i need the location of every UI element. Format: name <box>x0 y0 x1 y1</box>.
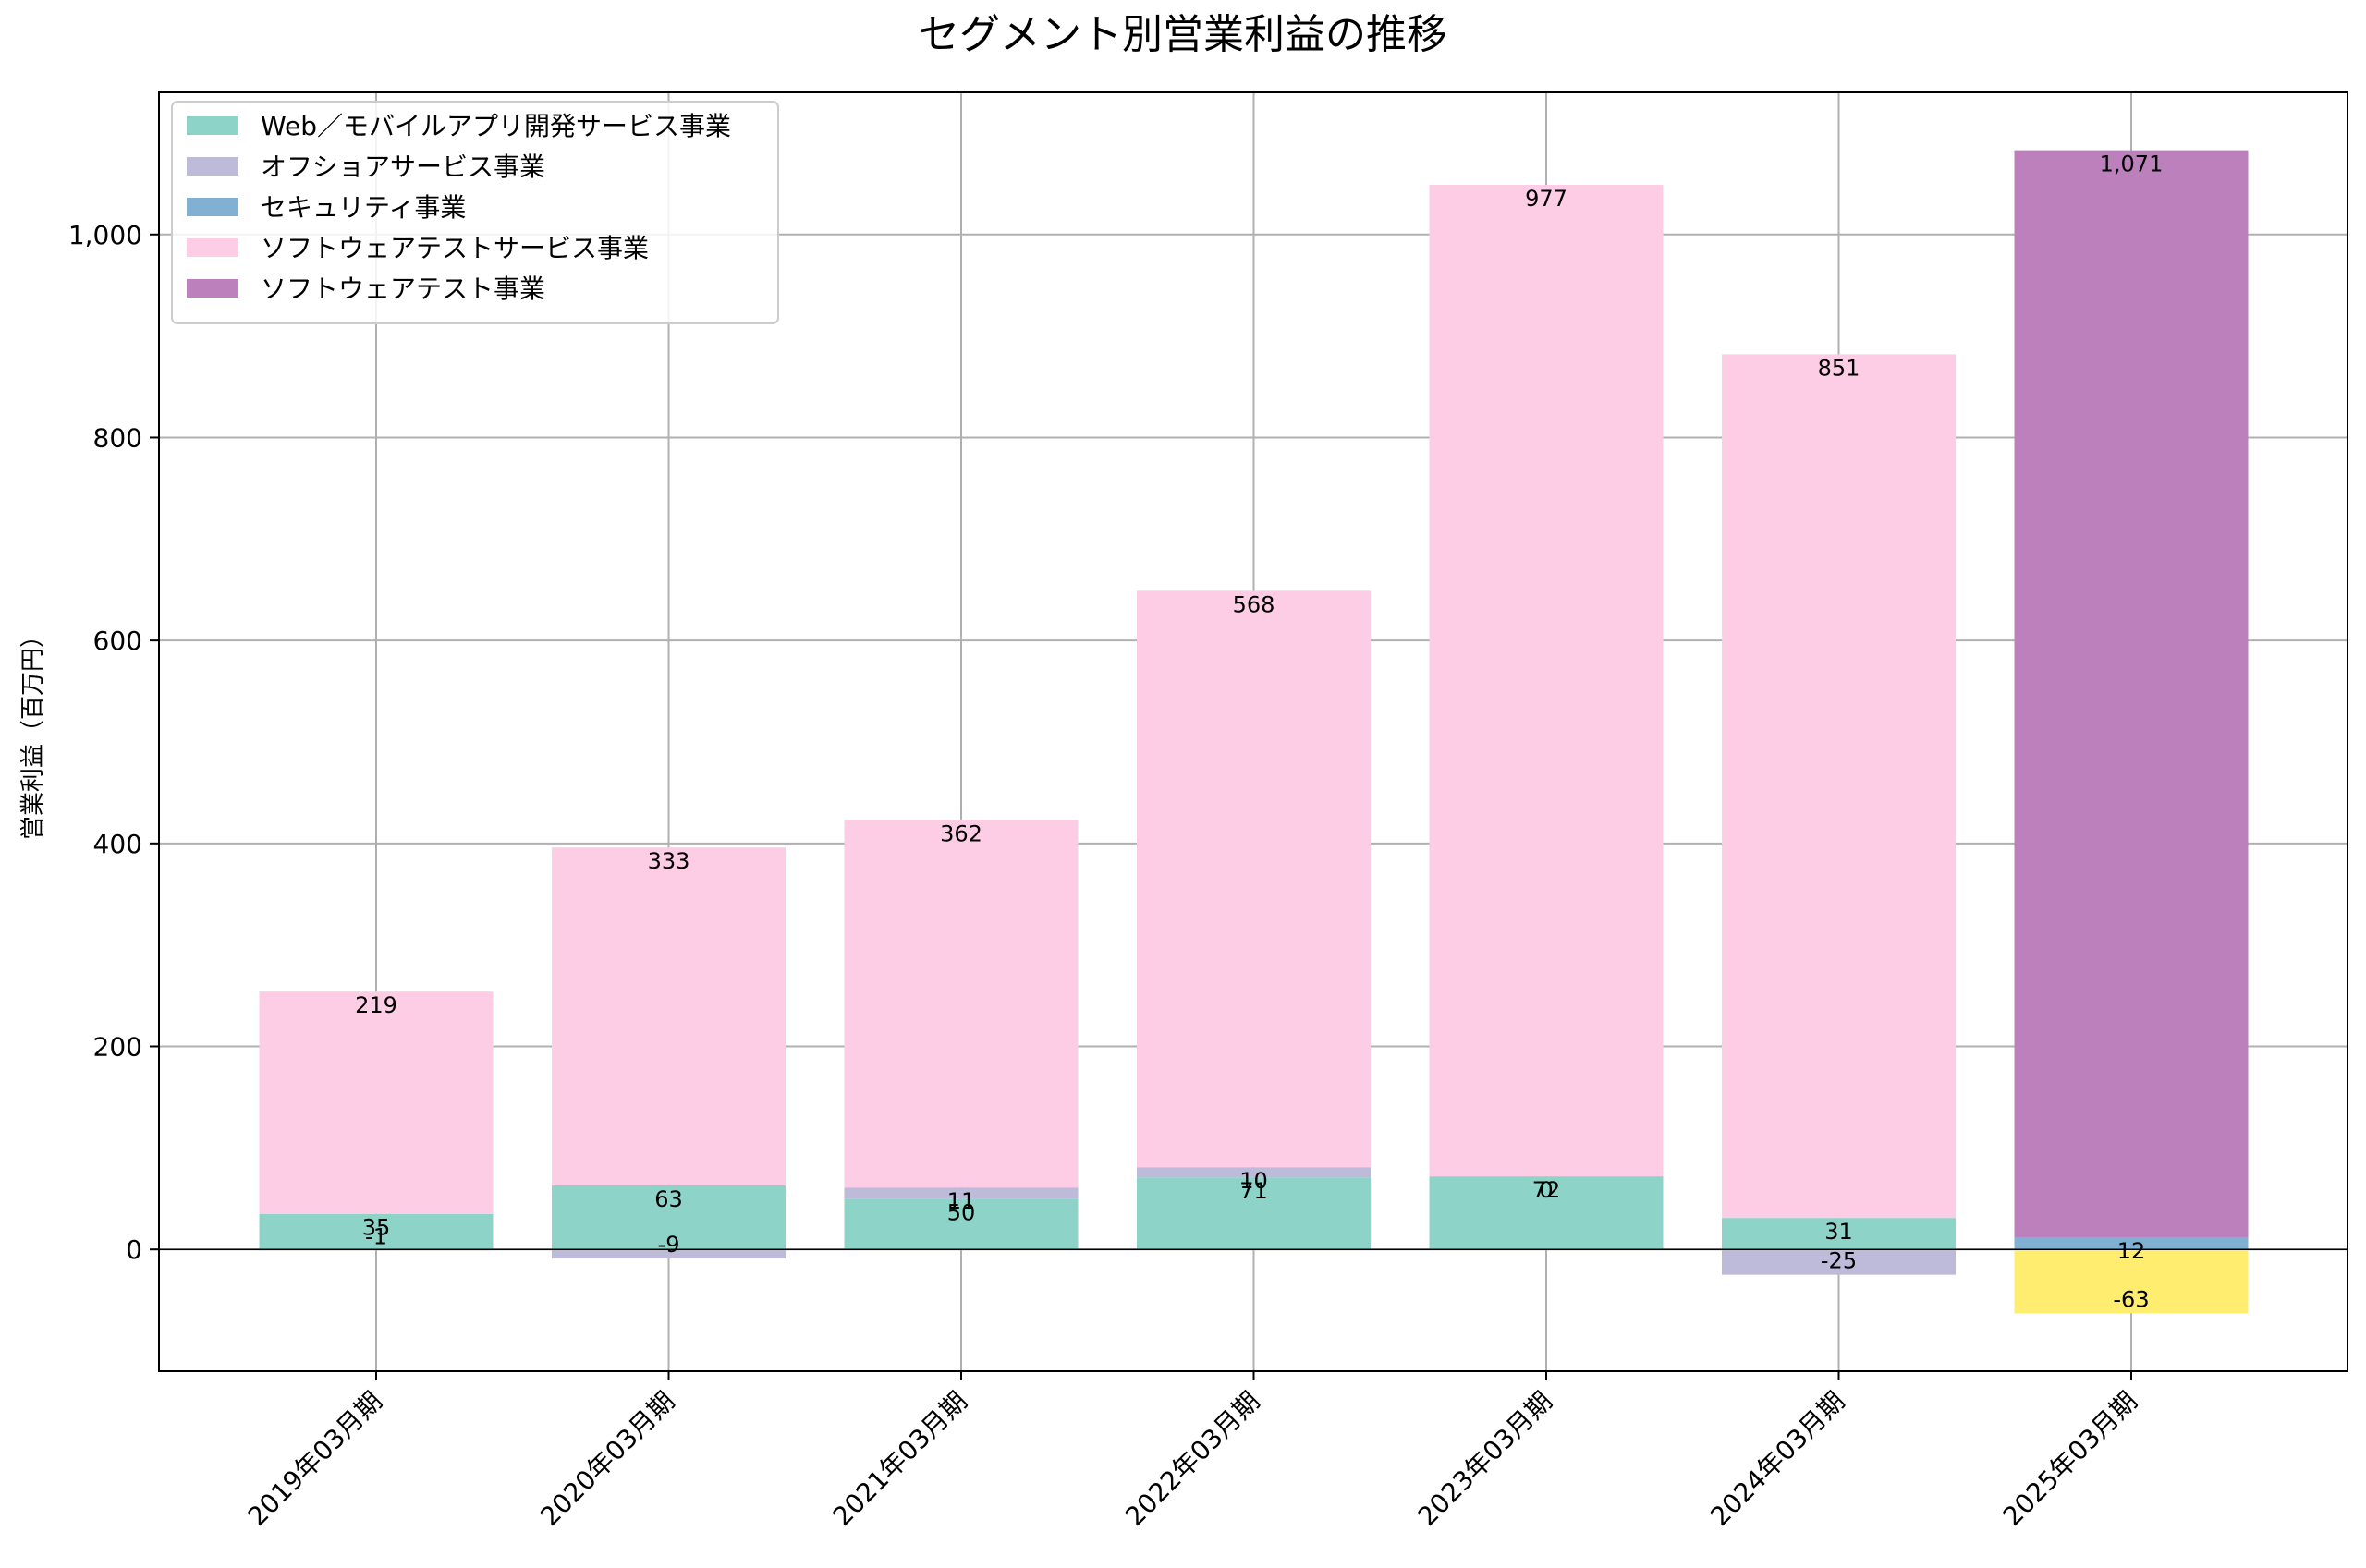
y-tick-label: 400 <box>93 829 142 859</box>
data-label: -25 <box>1821 1248 1857 1274</box>
data-label: 568 <box>1233 591 1275 617</box>
legend-item: Web／モバイルアプリ開発サービス事業 <box>261 111 731 141</box>
legend-swatch <box>187 116 238 135</box>
data-label: 12 <box>2117 1238 2146 1264</box>
bars <box>259 150 2249 1314</box>
x-tick-label: 2024年03月期 <box>1704 1386 1850 1532</box>
data-label: 1,071 <box>2100 152 2164 177</box>
data-label: 219 <box>355 992 397 1018</box>
data-label: 50 <box>947 1199 976 1225</box>
x-tick-label: 2025年03月期 <box>1997 1386 2143 1532</box>
y-tick-label: 200 <box>93 1032 142 1063</box>
y-tick-label: 0 <box>126 1234 142 1265</box>
bar-segment <box>552 847 786 1185</box>
bar-segment <box>1722 1218 1956 1250</box>
data-label: 333 <box>648 848 690 874</box>
data-label: 35 <box>362 1215 391 1241</box>
legend-swatch <box>187 157 238 176</box>
bar-segment <box>844 1198 1079 1250</box>
bar-segment <box>844 1187 1079 1199</box>
data-label: 72 <box>1532 1177 1561 1203</box>
x-tick-label: 2021年03月期 <box>827 1386 973 1532</box>
legend-box <box>171 101 779 324</box>
bar-segment <box>1137 1177 1371 1250</box>
bar-segment <box>844 820 1079 1188</box>
data-label: -1 <box>365 1223 387 1249</box>
data-label: 362 <box>940 821 982 847</box>
y-axis-ticks: 0 200 400 600 800 1,000 <box>68 220 159 1265</box>
bar-segment <box>1722 354 1956 1219</box>
legend: Web／モバイルアプリ開発サービス事業オフショアサービス事業セキュリティ事業ソフ… <box>171 101 779 324</box>
data-label: 63 <box>654 1186 683 1212</box>
x-tick-label: 2022年03月期 <box>1119 1386 1265 1532</box>
bar-segment <box>2014 1249 2249 1314</box>
x-tick-label: 2020年03月期 <box>534 1386 680 1532</box>
y-tick-label: 1,000 <box>68 220 142 250</box>
bar-segment <box>552 1249 786 1259</box>
bar-segment <box>1722 1249 1956 1275</box>
bar-segment <box>2014 1237 2249 1250</box>
data-label: 71 <box>1239 1178 1268 1204</box>
data-label: -63 <box>2113 1286 2149 1312</box>
legend-item: ソフトウェアテストサービス事業 <box>261 233 649 263</box>
bar-segment <box>1137 1167 1371 1178</box>
bar-segment <box>1137 590 1371 1168</box>
bar-segment <box>1429 184 1664 1177</box>
data-label: -9 <box>658 1232 680 1258</box>
data-label: 11 <box>947 1188 976 1214</box>
bar-segment <box>259 991 494 1214</box>
bar-segment <box>2014 150 2249 1238</box>
legend-swatch <box>187 238 238 257</box>
x-axis-ticks: 2019年03月期 2020年03月期 2021年03月期 2022年03月期 2023… <box>242 1371 2143 1532</box>
data-label: 0 <box>1539 1177 1553 1203</box>
bar-segment <box>552 1185 786 1250</box>
chart-title: セグメント別営業利益の推移 <box>919 11 1447 58</box>
x-tick-label: 2023年03月期 <box>1412 1386 1558 1532</box>
legend-item: セキュリティ事業 <box>261 192 466 223</box>
legend-swatch <box>187 198 238 216</box>
legend-item: オフショアサービス事業 <box>261 152 545 182</box>
x-tick-label: 2019年03月期 <box>242 1386 388 1532</box>
bar-segment <box>1429 1176 1664 1250</box>
legend-item: ソフトウェアテスト事業 <box>261 273 545 304</box>
y-tick-label: 600 <box>93 626 142 656</box>
y-tick-label: 800 <box>93 422 142 453</box>
data-label: 31 <box>1824 1219 1853 1245</box>
data-label: 977 <box>1525 186 1567 212</box>
bar-segment <box>259 1213 494 1250</box>
legend-swatch <box>187 279 238 298</box>
data-label: 851 <box>1818 355 1860 381</box>
y-axis-label: 営業利益（百万円） <box>19 624 47 840</box>
data-label: 10 <box>1239 1168 1268 1194</box>
data-labels: 35 63 50 71 72 31 -1 -9 11 10 0 -25 12 219 333 362 568 97… <box>355 152 2163 1313</box>
